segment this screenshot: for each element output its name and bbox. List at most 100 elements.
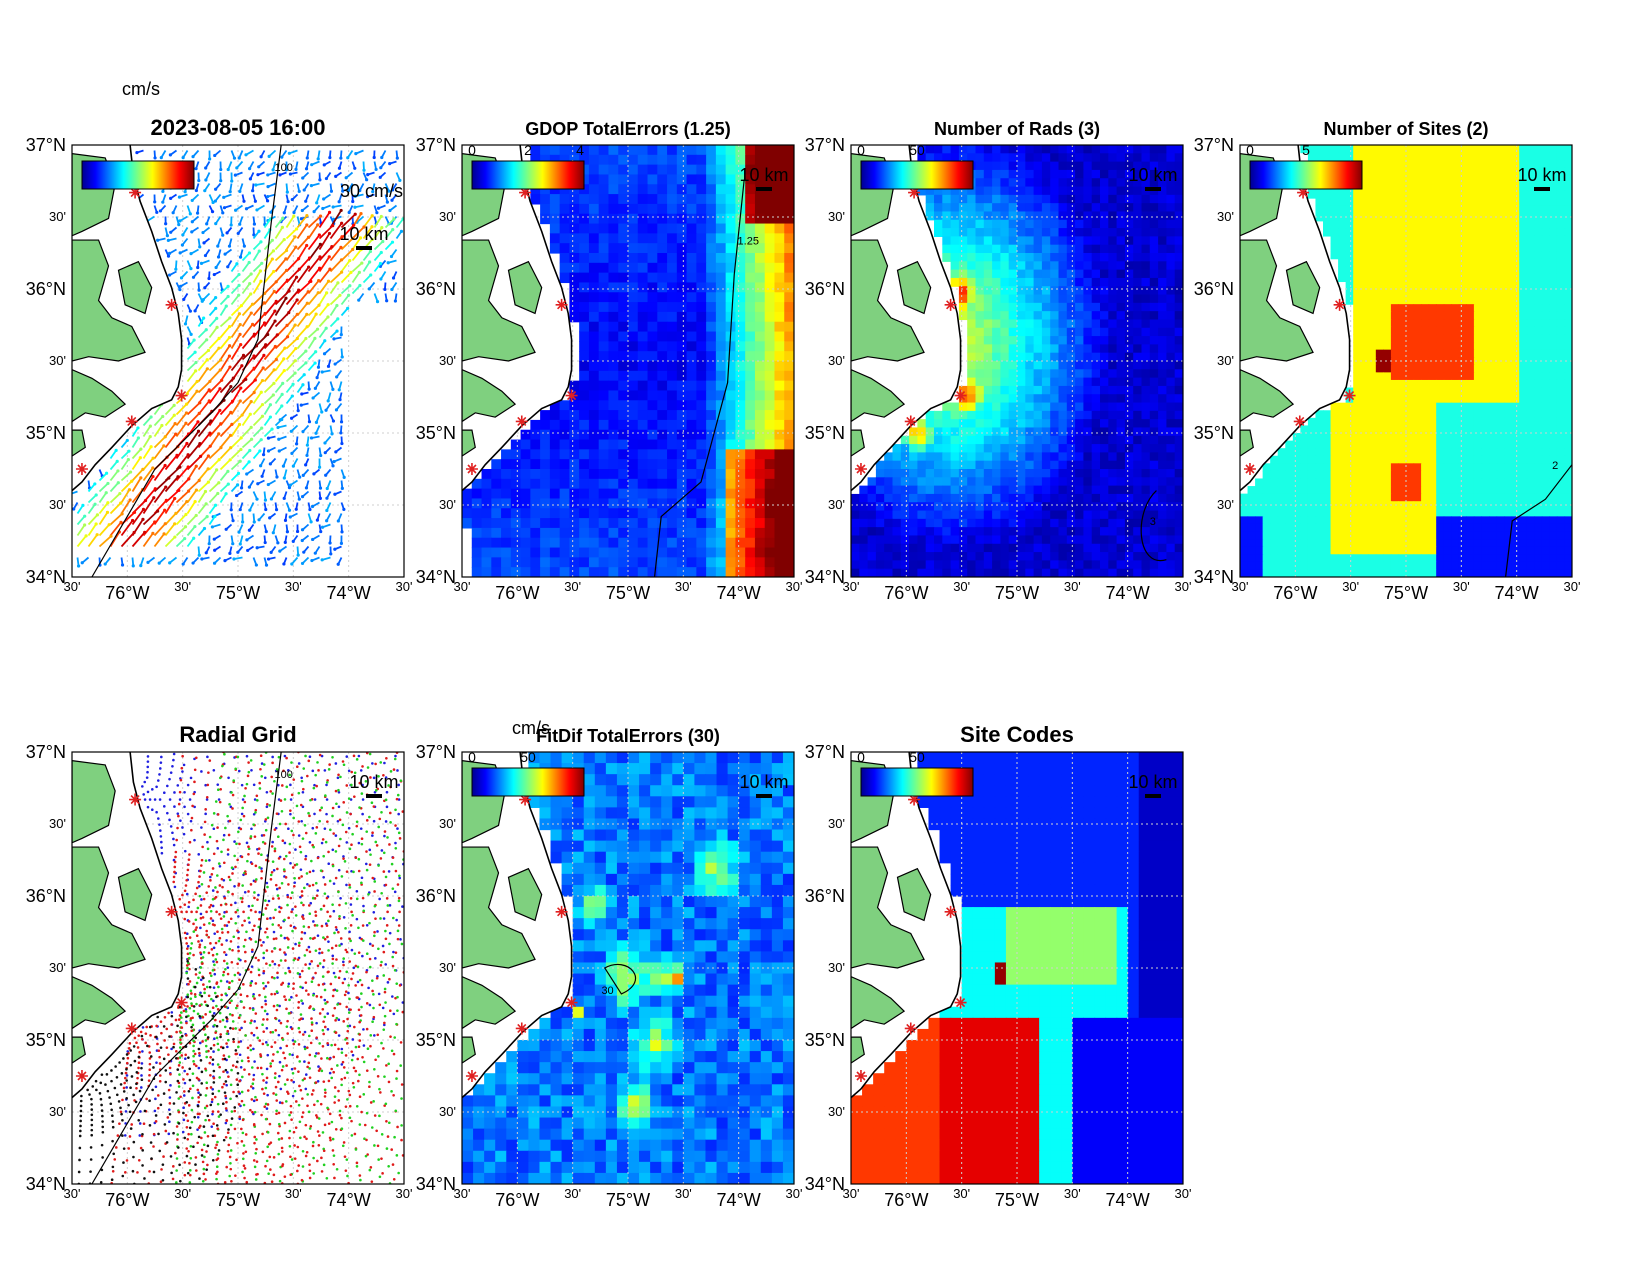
field-cell bbox=[1390, 145, 1400, 154]
field-cell bbox=[784, 429, 794, 441]
current-vector-head bbox=[152, 496, 156, 500]
field-cell bbox=[1519, 160, 1528, 169]
field-cell bbox=[1149, 552, 1159, 561]
field-cell bbox=[588, 380, 600, 392]
current-vector-head bbox=[228, 344, 232, 348]
current-vector bbox=[197, 329, 207, 339]
field-cell bbox=[1066, 485, 1076, 495]
field-cell bbox=[1428, 198, 1437, 207]
current-vector-head bbox=[327, 231, 332, 236]
field-cell bbox=[1124, 419, 1134, 429]
field-cell bbox=[647, 302, 658, 313]
field-cell bbox=[510, 527, 522, 539]
field-cell bbox=[667, 292, 678, 303]
field-cell bbox=[884, 493, 894, 503]
field-cell bbox=[900, 510, 910, 520]
current-vector-head bbox=[76, 564, 81, 568]
current-vector-head bbox=[318, 486, 323, 490]
field-cell bbox=[676, 253, 688, 264]
field-cell bbox=[1534, 182, 1543, 192]
field-cell bbox=[1100, 385, 1109, 395]
field-cell bbox=[549, 223, 561, 234]
field-cell bbox=[745, 223, 756, 234]
field-cell bbox=[706, 488, 717, 500]
field-cell bbox=[1116, 194, 1126, 204]
field-cell bbox=[992, 377, 1001, 387]
field-cell bbox=[637, 233, 649, 244]
current-vector-head bbox=[221, 233, 225, 237]
current-vector-head bbox=[333, 362, 337, 366]
field-cell bbox=[983, 527, 993, 537]
current-vector-head bbox=[151, 474, 155, 479]
field-cell bbox=[549, 145, 561, 156]
field-cell bbox=[1124, 203, 1134, 213]
current-vector bbox=[241, 323, 254, 339]
current-vector-head bbox=[376, 206, 381, 210]
field-cell bbox=[686, 243, 697, 254]
field-cell bbox=[676, 194, 688, 205]
field-cell bbox=[1066, 460, 1076, 470]
field-cell bbox=[588, 429, 600, 441]
field-cell bbox=[784, 145, 794, 156]
field-cell bbox=[686, 361, 697, 372]
field-cell bbox=[579, 390, 590, 401]
current-vector bbox=[329, 318, 339, 328]
field-cell bbox=[754, 302, 766, 313]
field-cell bbox=[1033, 236, 1043, 246]
field-cell bbox=[1330, 205, 1339, 214]
current-vector-head bbox=[260, 261, 264, 265]
field-cell bbox=[1075, 535, 1084, 545]
field-cell bbox=[950, 419, 960, 429]
field-cell bbox=[1091, 261, 1101, 271]
field-cell bbox=[706, 361, 717, 372]
field-cell bbox=[917, 510, 927, 520]
land-mass bbox=[507, 260, 543, 315]
current-vector bbox=[109, 513, 123, 526]
field-cell bbox=[1083, 244, 1093, 254]
field-cell bbox=[1083, 302, 1093, 312]
field-cell bbox=[696, 498, 707, 509]
field-cell bbox=[686, 233, 697, 244]
field-cell bbox=[1000, 244, 1010, 254]
field-cell bbox=[967, 153, 977, 163]
field-cell bbox=[1526, 175, 1535, 184]
field-cell bbox=[774, 331, 785, 342]
field-cell bbox=[1017, 361, 1026, 370]
field-cell bbox=[950, 186, 960, 196]
current-vector-head bbox=[340, 235, 344, 239]
field-cell bbox=[706, 233, 717, 244]
field-cell bbox=[598, 469, 610, 480]
current-vector-head bbox=[300, 392, 304, 396]
current-vector-head bbox=[254, 183, 258, 187]
field-cell bbox=[942, 485, 952, 495]
current-vector-head bbox=[208, 157, 212, 161]
field-cell bbox=[1158, 319, 1167, 329]
field-cell bbox=[975, 402, 985, 412]
field-cell bbox=[549, 213, 561, 225]
current-vector-head bbox=[173, 422, 177, 426]
field-cell bbox=[983, 302, 993, 312]
field-cell bbox=[1033, 186, 1043, 196]
current-vector-head bbox=[333, 492, 337, 496]
field-cell bbox=[559, 419, 571, 431]
field-cell bbox=[657, 380, 668, 392]
field-cell bbox=[1413, 167, 1422, 176]
map-frame bbox=[850, 144, 1184, 578]
field-cell bbox=[934, 203, 943, 213]
field-cell bbox=[950, 269, 960, 279]
current-vector bbox=[142, 497, 155, 514]
field-cell bbox=[1091, 161, 1101, 171]
field-cell bbox=[1075, 228, 1084, 237]
field-cell bbox=[735, 518, 746, 529]
field-cell bbox=[735, 331, 746, 342]
current-vector-head bbox=[316, 223, 320, 227]
current-vector-head bbox=[284, 296, 288, 300]
field-cell bbox=[1413, 145, 1422, 154]
field-cell bbox=[715, 282, 727, 293]
field-cell bbox=[983, 253, 993, 262]
field-cell bbox=[745, 194, 756, 205]
field-cell bbox=[1058, 294, 1068, 304]
scale-bar: 10 km bbox=[1128, 165, 1178, 191]
field-cell bbox=[983, 568, 993, 577]
current-vector-head bbox=[185, 500, 189, 504]
